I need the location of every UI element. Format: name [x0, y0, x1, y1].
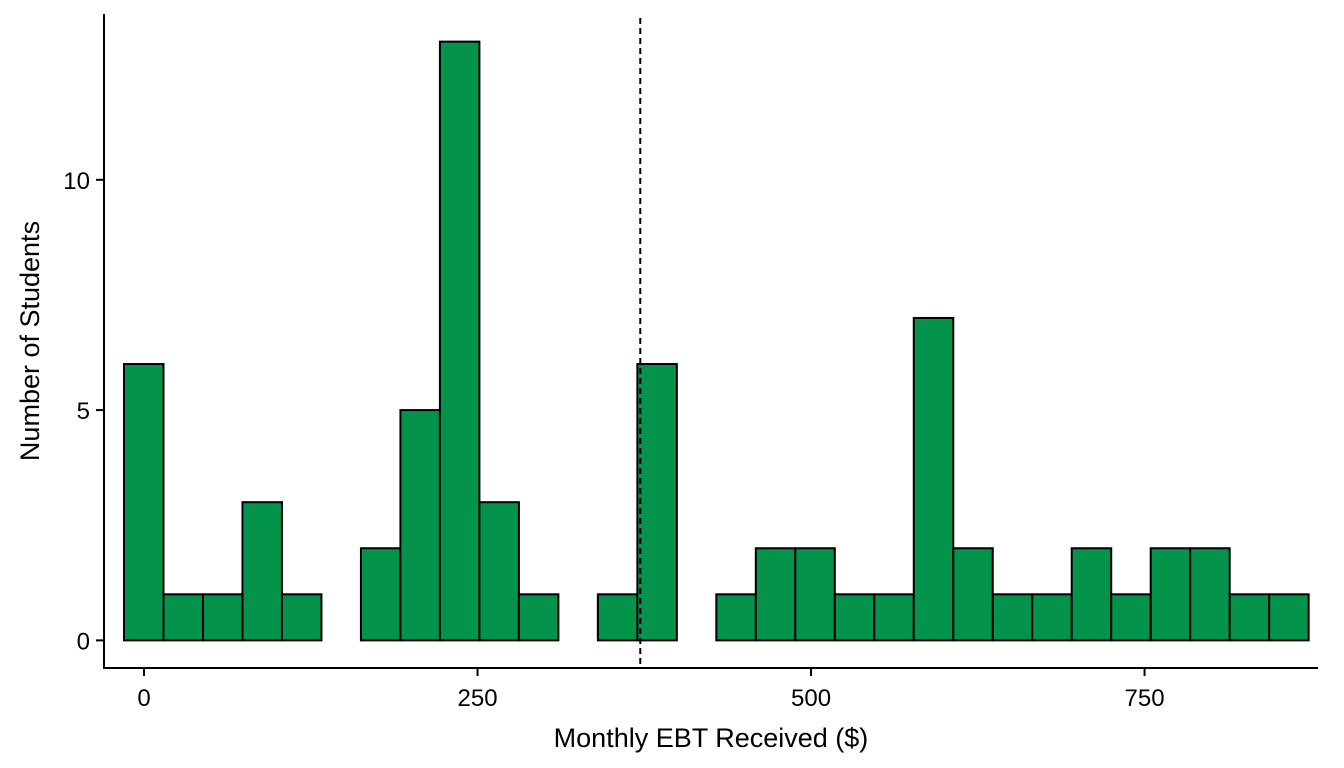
histogram-bar-20 [912, 316, 955, 642]
histogram-bar-17 [794, 547, 836, 642]
histogram-bar-2 [201, 593, 244, 642]
histogram-bar-23 [1031, 593, 1073, 642]
histogram-bar-4 [280, 593, 323, 642]
histogram-bar-19 [873, 593, 915, 642]
y-tick-label-0: 0 [77, 628, 90, 655]
y-tick-label-2: 10 [63, 168, 90, 195]
histogram-bar-29 [1268, 593, 1310, 642]
histogram-bar-1 [162, 593, 204, 642]
histogram-bar-6 [359, 547, 402, 642]
histogram-bar-25 [1110, 593, 1152, 642]
x-axis-title: Monthly EBT Received ($) [554, 723, 869, 753]
histogram-bar-28 [1228, 593, 1271, 642]
x-tick-label-2: 500 [791, 685, 831, 712]
y-tick-label-1: 5 [77, 398, 90, 425]
ticks-layer: 0 250 500 750 0 5 10 [63, 168, 1164, 712]
histogram-bar-12 [596, 593, 639, 642]
axes-layer [103, 14, 1318, 669]
histogram-bar-9 [478, 501, 520, 642]
histogram-bar-10 [517, 593, 560, 642]
histogram-bar-22 [991, 593, 1034, 642]
x-tick-label-0: 0 [137, 685, 150, 712]
histogram-bar-13 [636, 363, 678, 642]
x-tick-label-3: 750 [1125, 685, 1165, 712]
histogram-bar-3 [241, 501, 283, 642]
histogram-bar-26 [1149, 547, 1192, 642]
histogram-bar-8 [438, 40, 481, 642]
histogram-bar-27 [1189, 547, 1231, 642]
histogram-bar-21 [952, 547, 994, 642]
y-axis-title: Number of Students [15, 221, 45, 461]
x-tick-label-1: 250 [458, 685, 498, 712]
histogram-bar-18 [833, 593, 876, 642]
bars-layer [123, 40, 1310, 642]
histogram-bar-24 [1070, 547, 1113, 642]
histogram-bar-16 [754, 547, 797, 642]
histogram-bar-7 [399, 409, 441, 642]
histogram-bar-0 [123, 363, 165, 642]
histogram-bar-15 [715, 593, 757, 642]
